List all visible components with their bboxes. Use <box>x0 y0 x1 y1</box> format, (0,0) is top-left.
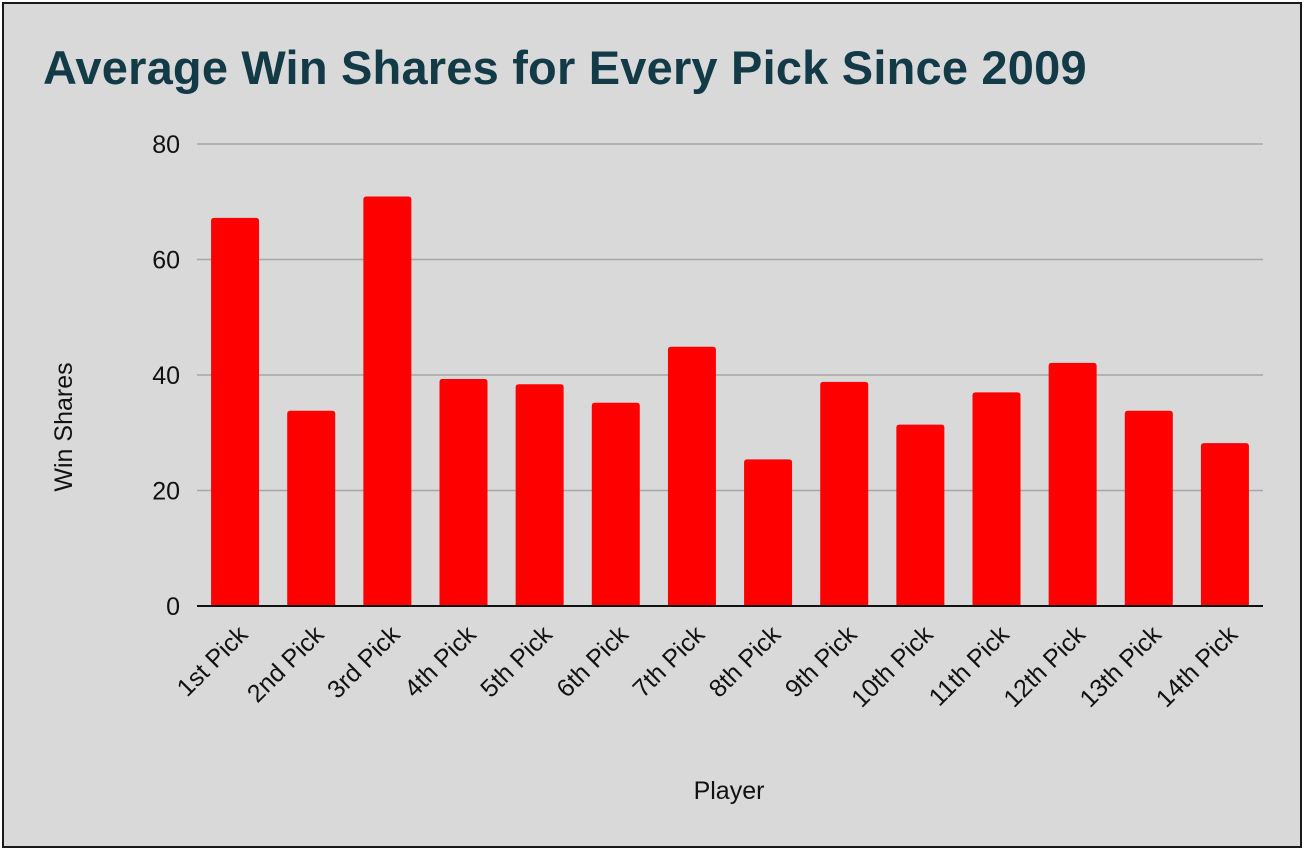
x-tick-label: 14th Pick <box>1151 620 1244 713</box>
bar-6 <box>591 402 640 606</box>
bar-13 <box>1124 410 1173 606</box>
y-tick-label: 20 <box>152 478 180 506</box>
x-tick-label: 4th Pick <box>399 620 482 703</box>
x-tick-label: 7th Pick <box>627 620 710 703</box>
bar-2 <box>287 410 336 606</box>
y-tick-label: 60 <box>152 247 180 275</box>
gridlines <box>197 143 1263 492</box>
x-axis-title: Player <box>694 777 765 805</box>
y-axis-ticks: 0 20 40 60 80 <box>152 131 180 621</box>
bar-11 <box>972 392 1021 606</box>
y-axis-title: Win Shares <box>50 362 78 491</box>
bar-10 <box>896 424 945 606</box>
bar-5 <box>515 384 564 606</box>
bar-1 <box>211 217 260 607</box>
bars <box>197 196 1263 607</box>
x-tick-label: 11th Pick <box>924 620 1016 712</box>
x-tick-label: 12th Pick <box>998 620 1091 713</box>
x-tick-label: 13th Pick <box>1075 620 1168 713</box>
bar-7 <box>667 346 716 606</box>
bar-4 <box>439 379 488 606</box>
x-tick-label: 3rd Pick <box>322 620 406 704</box>
bar-9 <box>820 381 869 606</box>
bar-8 <box>744 459 793 606</box>
x-tick-label: 1st Pick <box>172 620 254 702</box>
y-tick-label: 0 <box>166 593 180 621</box>
x-tick-label: 8th Pick <box>704 620 787 703</box>
bar-12 <box>1048 362 1097 606</box>
y-tick-label: 80 <box>152 131 180 159</box>
x-tick-label: 5th Pick <box>475 620 558 703</box>
bar-3 <box>363 196 412 607</box>
x-tick-label: 6th Pick <box>551 620 634 703</box>
x-tick-label: 2nd Pick <box>242 620 330 708</box>
y-tick-label: 40 <box>152 362 180 390</box>
bar-14 <box>1200 443 1249 606</box>
chart-title: Average Win Shares for Every Pick Since … <box>43 41 1087 94</box>
x-tick-label: 10th Pick <box>846 620 939 713</box>
